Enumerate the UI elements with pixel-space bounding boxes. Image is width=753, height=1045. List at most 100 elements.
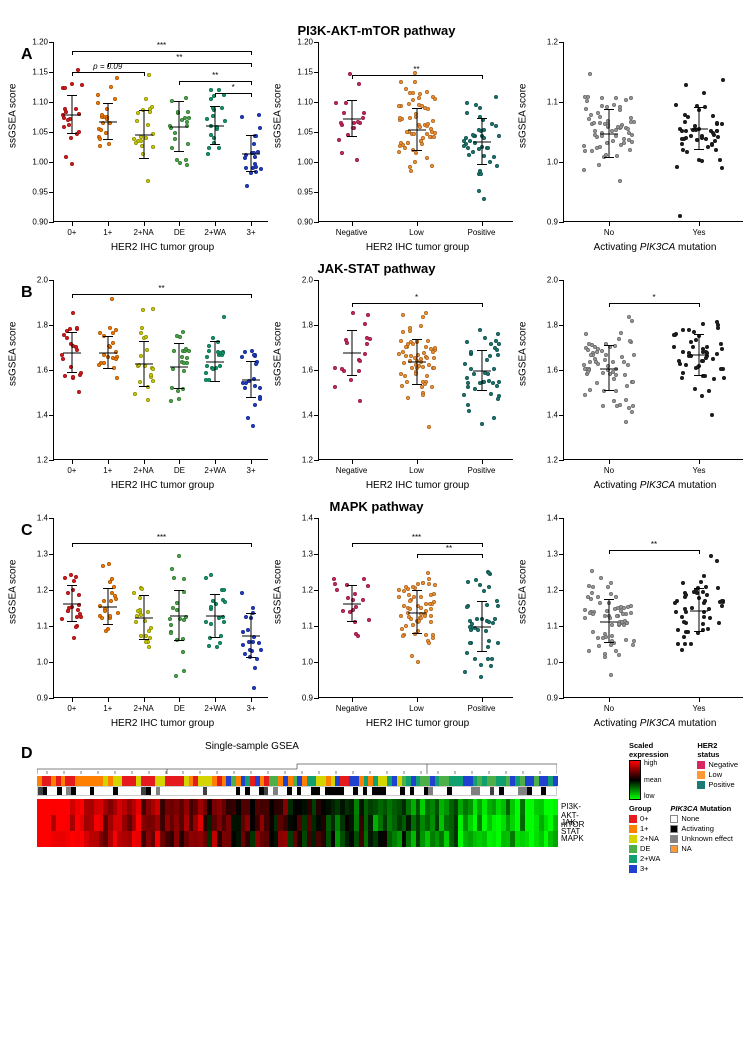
- data-point: [622, 360, 626, 364]
- heatmap-canvas: Single-sample GSEAPI3K-AKT-mTORJAK-STATM…: [37, 741, 557, 874]
- data-point: [496, 604, 500, 608]
- data-point: [429, 614, 433, 618]
- y-axis-label: ssGSEA score: [518, 559, 529, 623]
- y-tick-label: 0.95: [291, 188, 313, 197]
- y-tick-label: 1.2: [536, 586, 558, 595]
- data-point: [720, 122, 724, 126]
- significance-bracket: [72, 51, 251, 52]
- data-point: [432, 356, 436, 360]
- data-point: [593, 129, 597, 133]
- data-point: [587, 342, 591, 346]
- data-point: [714, 148, 718, 152]
- y-tick-label: 1.1: [26, 622, 48, 631]
- data-point: [627, 138, 631, 142]
- y-tick-label: 0.90: [291, 218, 313, 227]
- data-point: [588, 360, 592, 364]
- data-point: [582, 168, 586, 172]
- y-tick-label: 1.3: [291, 550, 313, 559]
- data-point: [595, 350, 599, 354]
- data-point: [628, 148, 632, 152]
- significance-label: **: [212, 71, 218, 80]
- data-point: [587, 117, 591, 121]
- data-point: [624, 638, 628, 642]
- data-point: [584, 332, 588, 336]
- data-point: [582, 363, 586, 367]
- data-point: [684, 83, 688, 87]
- x-tick-label: Negative: [336, 704, 368, 713]
- y-axis-label: ssGSEA score: [8, 559, 19, 623]
- x-axis-label: HER2 IHC tumor group: [53, 242, 272, 253]
- data-point: [678, 127, 682, 131]
- data-point: [720, 604, 724, 608]
- data-point: [627, 406, 631, 410]
- x-axis-label: Activating PIK3CA mutation: [563, 480, 747, 491]
- x-axis-label: HER2 IHC tumor group: [318, 718, 517, 729]
- significance-label: p = 0.09: [93, 62, 122, 71]
- significance-bracket: [417, 554, 482, 555]
- data-point: [495, 384, 499, 388]
- significance-bracket: [72, 72, 144, 73]
- x-tick-label: Yes: [692, 228, 705, 237]
- data-point: [715, 320, 719, 324]
- data-point: [632, 353, 636, 357]
- data-point: [401, 634, 405, 638]
- data-point: [400, 627, 404, 631]
- y-tick-label: 2.0: [26, 276, 48, 285]
- y-tick-label: 1.20: [26, 38, 48, 47]
- data-point: [497, 134, 501, 138]
- data-point: [590, 569, 594, 573]
- data-point: [618, 105, 622, 109]
- data-point: [590, 591, 594, 595]
- data-point: [495, 164, 499, 168]
- significance-label: **: [176, 53, 182, 62]
- significance-label: *: [652, 293, 655, 302]
- x-tick-label: 2+NA: [133, 466, 153, 475]
- y-tick-label: 1.8: [26, 321, 48, 330]
- data-point: [427, 582, 431, 586]
- x-tick-label: No: [604, 466, 614, 475]
- significance-bracket: [215, 93, 251, 94]
- significance-bracket: [108, 63, 251, 64]
- data-point: [429, 607, 433, 611]
- data-point: [433, 97, 437, 101]
- data-point: [490, 657, 494, 661]
- data-point: [462, 393, 466, 397]
- data-point: [681, 371, 685, 375]
- significance-bracket: [72, 294, 251, 295]
- data-point: [427, 425, 431, 429]
- data-point: [427, 363, 431, 367]
- data-point: [622, 141, 626, 145]
- x-tick-label: Negative: [336, 228, 368, 237]
- x-axis-label: HER2 IHC tumor group: [318, 480, 517, 491]
- data-point: [333, 366, 337, 370]
- x-axis-label: Activating PIK3CA mutation: [563, 242, 747, 253]
- x-tick-label: 3+: [247, 704, 256, 713]
- significance-bracket: [352, 543, 482, 544]
- data-point: [631, 643, 635, 647]
- figure-row: AssGSEA score0.900.951.001.051.101.151.2…: [15, 42, 738, 253]
- data-point: [363, 322, 367, 326]
- x-tick-label: 0+: [67, 704, 76, 713]
- y-tick-label: 1.3: [536, 550, 558, 559]
- y-tick-label: 1.2: [26, 586, 48, 595]
- data-point: [681, 328, 685, 332]
- data-point: [397, 150, 401, 154]
- data-point: [717, 621, 721, 625]
- data-point: [620, 355, 624, 359]
- data-point: [368, 337, 372, 341]
- dendrogram: [37, 754, 557, 774]
- x-axis-label: HER2 IHC tumor group: [318, 242, 517, 253]
- x-tick-label: 2+WA: [204, 466, 226, 475]
- data-point: [431, 119, 435, 123]
- y-tick-label: 1.10: [291, 98, 313, 107]
- data-point: [673, 601, 677, 605]
- y-tick-label: 1.15: [26, 68, 48, 77]
- data-point: [632, 639, 636, 643]
- data-point: [399, 80, 403, 84]
- data-point: [626, 127, 630, 131]
- y-tick-label: 1.3: [26, 550, 48, 559]
- significance-label: **: [158, 284, 164, 293]
- data-point: [719, 367, 723, 371]
- y-tick-label: 1.00: [26, 158, 48, 167]
- data-point: [674, 610, 678, 614]
